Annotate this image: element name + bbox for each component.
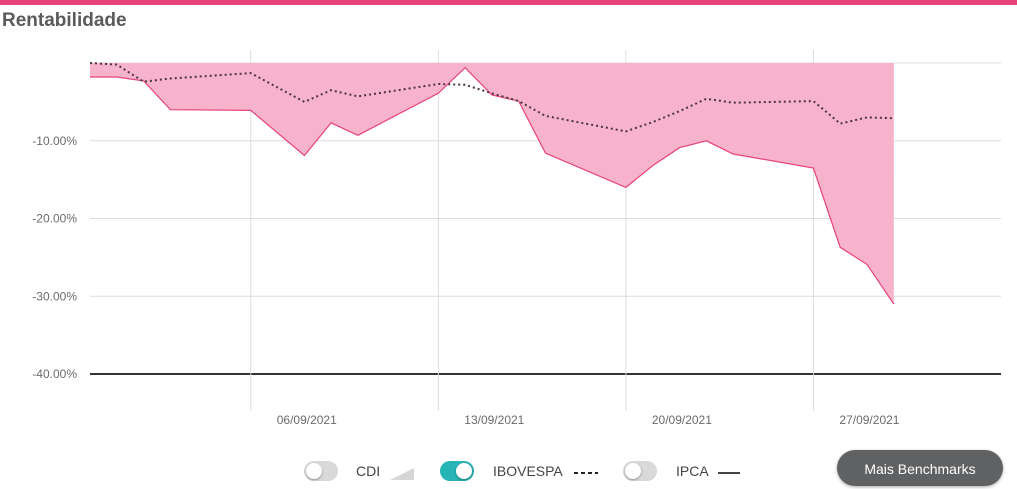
x-tick-label: 06/09/2021 bbox=[277, 413, 337, 427]
toggle-knob bbox=[306, 463, 322, 479]
ipca-toggle[interactable] bbox=[623, 461, 657, 481]
y-tick-label: -30.00% bbox=[32, 289, 77, 303]
cdi-toggle[interactable] bbox=[304, 461, 338, 481]
solid-line-icon bbox=[718, 472, 740, 474]
accent-top-bar bbox=[0, 0, 1017, 5]
y-tick-label: -20.00% bbox=[32, 212, 77, 226]
x-tick-label: 13/09/2021 bbox=[464, 413, 524, 427]
ibovespa-toggle[interactable] bbox=[440, 461, 474, 481]
benchmark-legend: CDI IBOVESPA IPCA bbox=[0, 458, 1017, 484]
x-tick-label: 27/09/2021 bbox=[839, 413, 899, 427]
rentabilidade-chart: -10.00% -20.00% -30.00% -40.00% 06/09/2021 13… bbox=[32, 50, 1001, 427]
y-tick-label: -10.00% bbox=[32, 134, 77, 148]
y-tick-label: -40.00% bbox=[32, 367, 77, 381]
ibovespa-series-line bbox=[89, 62, 894, 133]
x-tick-label: 20/09/2021 bbox=[652, 413, 712, 427]
dashed-line-icon bbox=[574, 472, 598, 474]
page-title: Rentabilidade bbox=[2, 10, 127, 31]
area-fill bbox=[90, 63, 894, 304]
toggle-knob bbox=[456, 463, 472, 479]
legend-label-cdi: CDI bbox=[356, 463, 381, 479]
legend-label-ipca: IPCA bbox=[676, 463, 709, 479]
more-benchmarks-button[interactable]: Mais Benchmarks bbox=[837, 450, 1003, 486]
toggle-knob bbox=[625, 463, 641, 479]
area-swatch-icon bbox=[390, 468, 414, 480]
legend-label-ibovespa: IBOVESPA bbox=[493, 463, 563, 479]
area-series-line bbox=[90, 66, 895, 305]
